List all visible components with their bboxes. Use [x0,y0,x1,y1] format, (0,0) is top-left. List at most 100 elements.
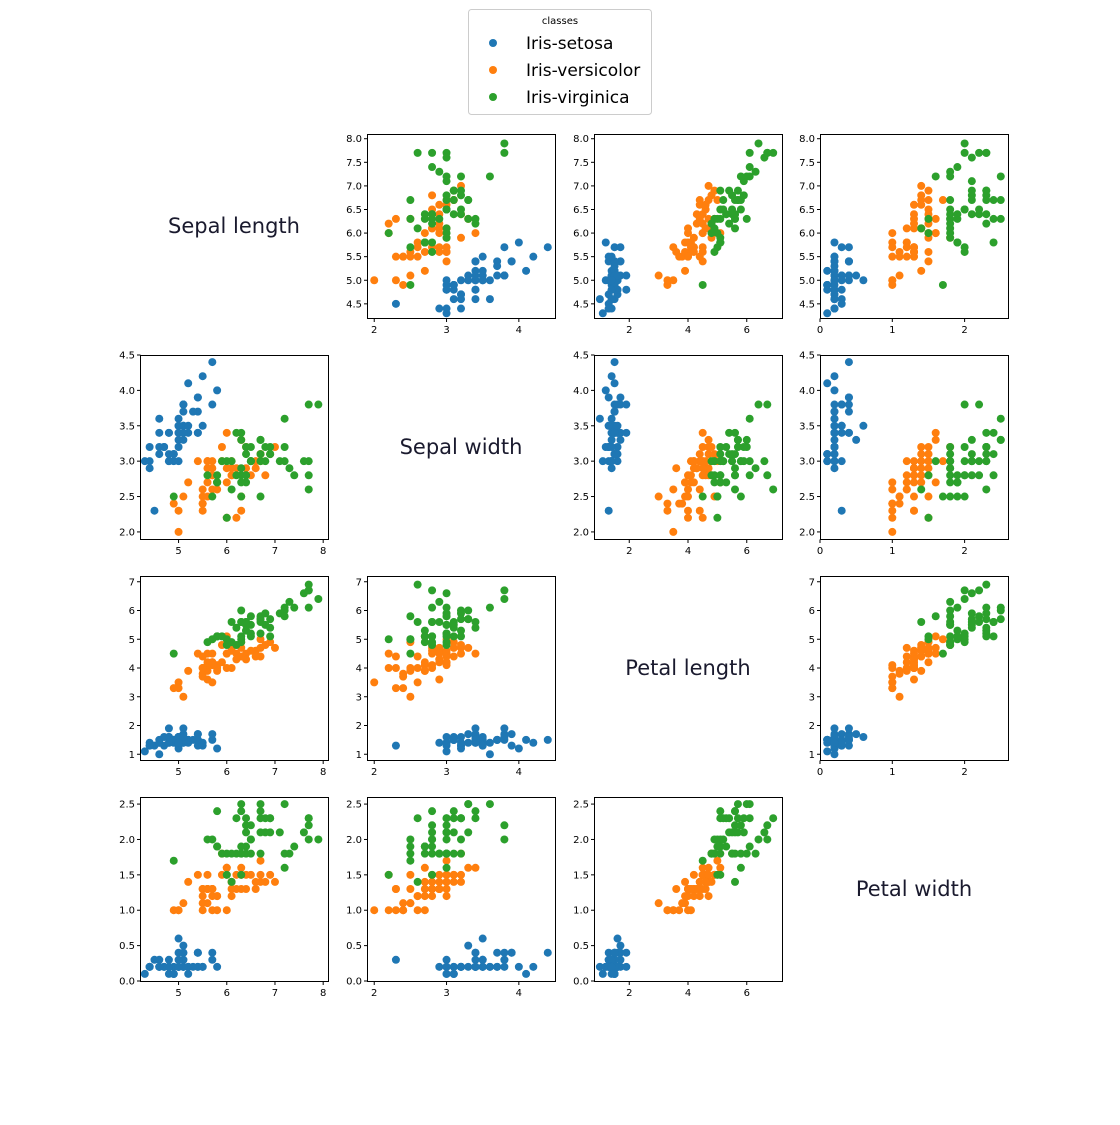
data-point [938,492,947,501]
data-point [751,167,760,176]
data-point [261,609,270,618]
data-point [684,224,692,233]
data-point [598,457,607,466]
data-point [830,421,839,430]
data-point [428,835,437,844]
data-point [304,471,313,480]
panel-frame [367,797,556,982]
data-point [736,172,745,181]
y-tick-label: 8.0 [346,134,362,145]
data-point [704,181,713,190]
data-point [290,603,299,612]
data-point [622,962,631,971]
y-tick-label: 2 [809,721,815,732]
data-point [406,649,415,658]
data-point [406,612,415,621]
data-point [595,295,604,304]
data-point [237,464,246,473]
data-point [406,243,415,252]
data-point [695,252,704,261]
data-point [830,464,839,473]
data-point [713,492,722,501]
panel-r1-c2: 2 3 4 4.5 5.0 5.5 6.0 6.5 7.0 7.5 8.0 [346,134,556,336]
data-point [198,892,207,901]
data-point [442,243,451,252]
data-point [924,457,933,466]
data-point [280,414,289,423]
data-point [464,828,473,837]
series-iris-setosa [595,934,631,978]
data-point [304,603,313,612]
data-point [895,669,904,678]
data-point [616,955,625,964]
data-point [420,626,429,635]
data-point [751,464,760,473]
data-point [189,962,198,971]
data-point [763,400,772,409]
data-point [442,196,451,205]
data-point [169,649,178,658]
data-point [663,906,672,915]
data-point [391,906,400,915]
panel-frame [820,355,1009,540]
y-tick-label: 7 [356,577,362,588]
data-point [704,863,713,872]
data-point [164,962,173,971]
data-point [695,200,704,209]
data-point [435,200,444,209]
data-point [823,735,832,744]
data-point [428,870,437,879]
data-point [678,899,687,908]
data-point [989,428,998,437]
data-point [442,814,451,823]
y-tick-label: 7.0 [573,181,589,192]
data-point [946,233,955,242]
series-iris-setosa [140,358,222,515]
data-point [449,638,458,647]
data-point [698,856,707,865]
data-point [485,603,494,612]
data-point [610,379,619,388]
data-point [692,464,701,473]
data-point [406,214,415,223]
data-point [242,821,251,830]
data-point [830,450,839,459]
data-point [669,527,678,536]
data-point [716,233,725,242]
data-point [837,506,846,515]
data-point [164,738,173,747]
data-point [844,358,853,367]
data-point [716,807,725,816]
x-tick-label: 4 [516,325,522,336]
data-point [449,186,458,195]
data-point [464,643,473,652]
data-point [457,835,465,844]
data-point [208,464,217,473]
data-point [946,641,955,649]
data-point [169,492,178,501]
data-point [442,870,451,879]
data-point [266,623,275,632]
data-point [924,247,933,256]
data-point [837,457,846,466]
data-point [946,450,955,459]
series-iris-setosa [823,358,868,515]
data-point [722,842,731,851]
data-point [938,649,947,658]
data-point [982,148,991,157]
data-point [917,450,926,459]
data-point [616,257,625,266]
data-point [967,153,976,162]
data-point [837,730,846,739]
y-tick-label: 0.0 [573,977,589,988]
data-point [435,597,444,606]
x-tick-label: 2 [626,988,632,999]
data-point [413,224,422,233]
series-iris-setosa [823,724,868,759]
data-point [967,589,976,598]
data-point [155,428,164,437]
data-point [198,672,207,681]
data-point [478,955,487,964]
data-point [888,229,897,238]
data-point [689,478,698,487]
